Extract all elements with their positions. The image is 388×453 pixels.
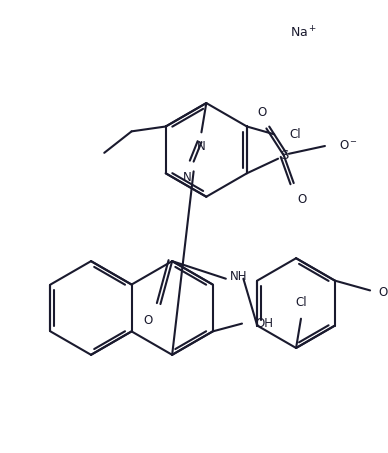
Text: O: O [144,314,152,327]
Text: N: N [183,171,192,184]
Text: O: O [378,286,387,299]
Text: O: O [258,106,267,119]
Text: S: S [280,149,288,162]
Text: Na$^+$: Na$^+$ [290,25,317,40]
Text: Cl: Cl [290,128,301,141]
Text: O: O [297,193,306,206]
Text: OH: OH [256,317,274,330]
Text: N: N [197,140,206,153]
Text: Cl: Cl [295,296,307,309]
Text: O$^-$: O$^-$ [339,140,358,153]
Text: NH: NH [230,270,247,283]
